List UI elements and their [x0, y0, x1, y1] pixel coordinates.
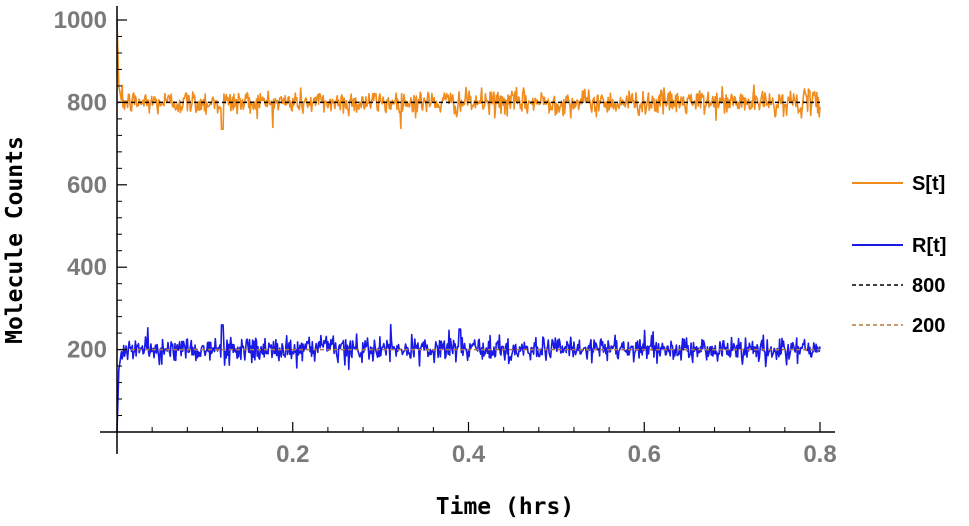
legend-label: R[t]: [912, 235, 946, 257]
legend-label: S[t]: [912, 173, 945, 195]
x-tick-label: 0.6: [628, 441, 661, 468]
y-tick-label: 600: [67, 172, 107, 199]
plot-series: [116, 19, 821, 433]
y-axis-label: Molecule Counts: [2, 136, 28, 344]
ticks: 200 400 600 800 1000 0.2 0.4 0.6 0.8: [54, 7, 837, 468]
series-line-St: [116, 19, 821, 130]
axes: [100, 6, 835, 454]
legend-label: 200: [912, 315, 945, 337]
x-tick-label: 0.4: [452, 441, 486, 468]
legend-label: 800: [912, 275, 945, 297]
series-line-Rt: [116, 323, 821, 433]
y-tick-label: 800: [67, 89, 107, 116]
y-tick-label: 1000: [54, 7, 107, 34]
x-axis-label: Time (hrs): [436, 494, 574, 520]
x-tick-label: 0.2: [276, 441, 309, 468]
y-tick-label: 400: [67, 254, 107, 281]
legend: S[t] R[t] 800 200: [852, 173, 946, 337]
y-tick-label: 200: [67, 337, 107, 364]
x-tick-label: 0.8: [803, 441, 836, 468]
